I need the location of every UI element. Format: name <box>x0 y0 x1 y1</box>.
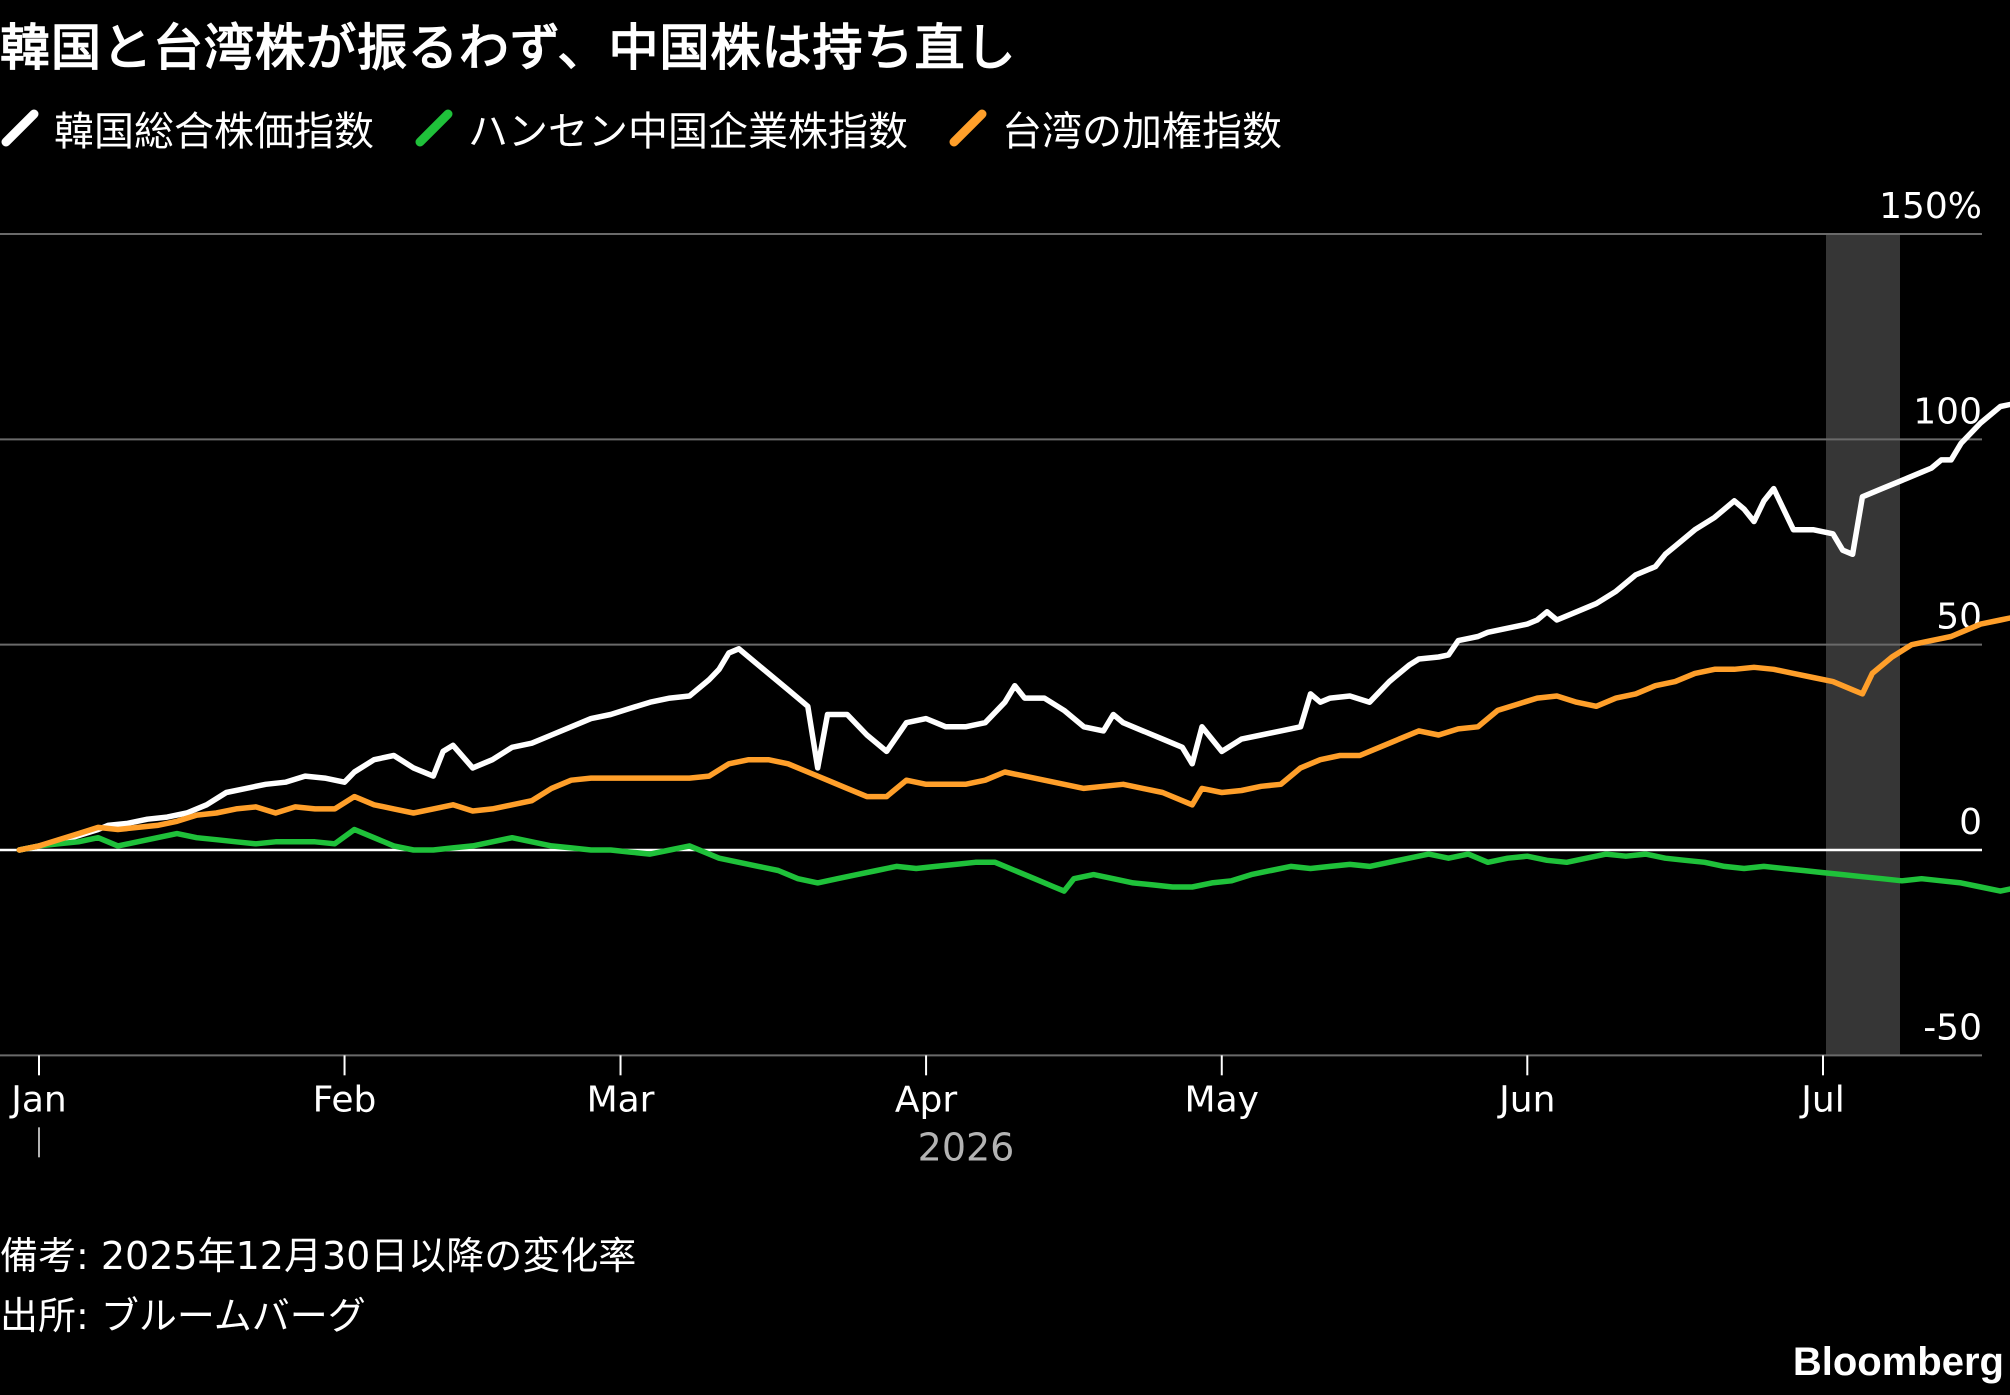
x-tick-label: Jul <box>1799 1079 1844 1120</box>
x-tick-label: May <box>1185 1079 1259 1120</box>
legend-label-kospi: 韓国総合株価指数 <box>54 109 374 155</box>
y-tick-label: 0 <box>1959 802 1982 843</box>
y-tick-label: -50 <box>1923 1007 1982 1048</box>
y-tick-label: 100 <box>1913 391 1982 432</box>
series-line-0 <box>16 401 2010 853</box>
legend-item-hscei: ハンセン中国企業株指数 <box>414 99 908 157</box>
x-tick-label: Jun <box>1497 1079 1555 1120</box>
series-line-2 <box>16 615 2010 853</box>
legend-swatch-taiex <box>949 109 987 147</box>
chart-title: 韓国と台湾株が振るわず、中国株は持ち直し <box>0 19 1017 77</box>
legend-label-taiex: 台湾の加権指数 <box>1002 109 1282 155</box>
gridlines <box>0 233 1982 1057</box>
legend-swatch-hscei <box>415 109 453 147</box>
legend-item-taiex: 台湾の加権指数 <box>948 99 1282 157</box>
x-axis-year-label: 2026 <box>918 1125 1015 1169</box>
bloomberg-logo: Bloomberg <box>1792 1340 2004 1384</box>
series-line-1 <box>16 826 2010 894</box>
source-note: 出所: ブルームバーグ <box>0 1294 366 1338</box>
x-tick-label: Jan <box>9 1079 67 1120</box>
legend-item-kospi: 韓国総合株価指数 <box>0 99 374 157</box>
remark-note: 備考: 2025年12月30日以降の変化率 <box>0 1234 637 1278</box>
x-tick-label: Feb <box>313 1079 377 1120</box>
legend-label-hscei: ハンセン中国企業株指数 <box>468 109 908 155</box>
legend-swatch-kospi <box>1 109 39 147</box>
x-tick-label: Mar <box>587 1079 655 1120</box>
x-axis-ticks: Jan Feb Mar Apr May Jun Jul <box>9 1055 1845 1158</box>
x-tick-label: Apr <box>895 1079 957 1120</box>
legend: 韓国総合株価指数 ハンセン中国企業株指数 台湾の加権指数 <box>0 100 1322 156</box>
y-tick-label: 150% <box>1879 186 1982 227</box>
series-lines <box>16 401 2010 894</box>
